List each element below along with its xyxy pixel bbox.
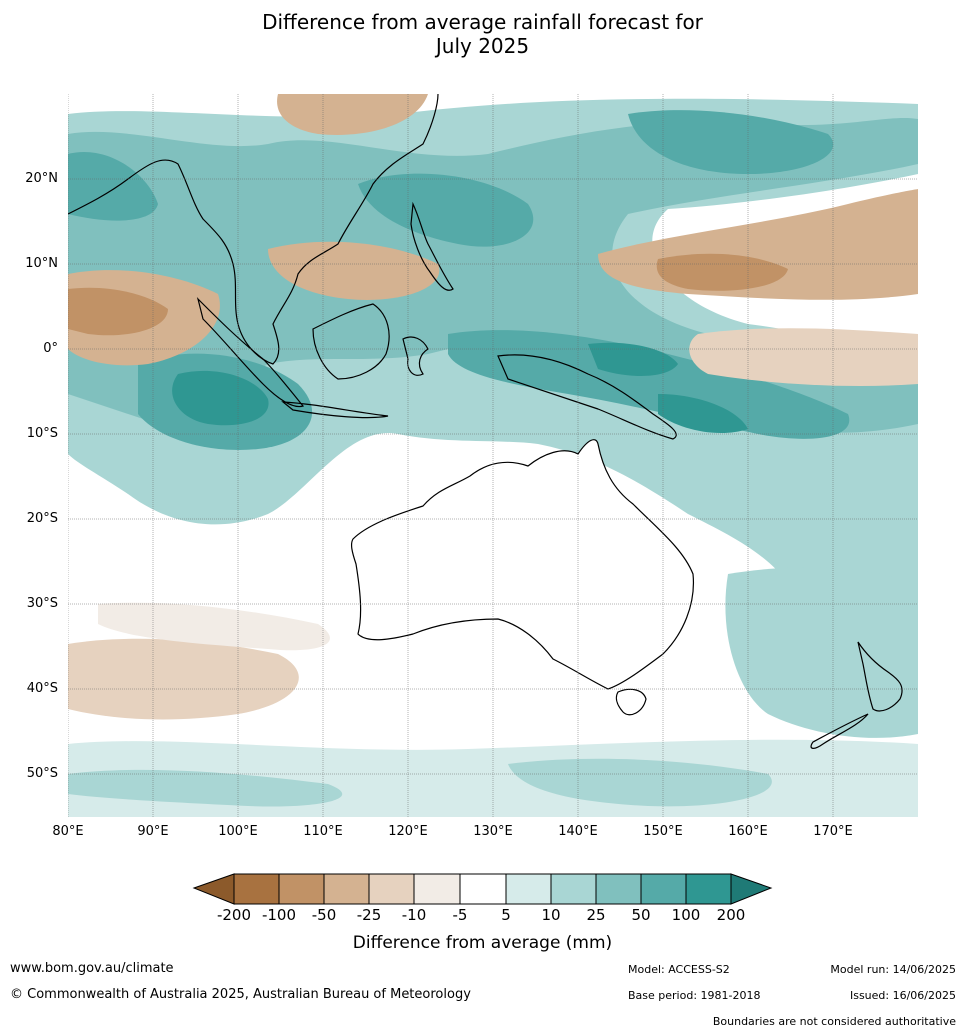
- lat-label-10s: 10°S: [26, 426, 58, 441]
- tasmania: [615, 688, 647, 716]
- colorbar-tick-m25: -25: [356, 906, 382, 924]
- colorbar-bin-p10-p25: [550, 873, 597, 905]
- new-guinea: [497, 354, 677, 440]
- lat-label-40s: 40°S: [26, 681, 58, 696]
- colorbar-tick-p25: 25: [586, 906, 606, 924]
- model-run-text: Model run: 14/06/2025: [830, 963, 956, 976]
- colorbar-bin-p50-p100: [640, 873, 687, 905]
- philippines: [410, 201, 454, 291]
- wet-patch-bay-of-bengal: [68, 152, 158, 221]
- title-line-1: Difference from average rainfall forecas…: [262, 10, 703, 34]
- rainfall-map: [68, 94, 918, 817]
- boundaries-disclaimer: Boundaries are not considered authoritat…: [712, 1015, 956, 1028]
- wet-patch-maritime: [448, 330, 850, 439]
- colorbar-tick-p5: 5: [501, 906, 511, 924]
- lon-label-110e: 110°E: [303, 824, 343, 839]
- title-line-2: July 2025: [435, 34, 530, 58]
- colorbar-bin-m25-m10: [368, 873, 415, 905]
- lon-label-170e: 170°E: [813, 824, 853, 839]
- colorbar-bin-m200-m100: [233, 873, 280, 905]
- lon-label-120e: 120°E: [388, 824, 428, 839]
- colorbar-bin-m100-m50: [278, 873, 325, 905]
- colorbar-label: Difference from average (mm): [352, 933, 613, 953]
- copyright-text: © Commonwealth of Australia 2025, Austra…: [10, 987, 471, 1002]
- colorbar-tick-p200: 200: [716, 906, 746, 924]
- dry-patch-indian-ocean-core: [68, 287, 168, 336]
- lat-label-20n: 20°N: [25, 171, 58, 186]
- lon-label-160e: 160°E: [728, 824, 768, 839]
- colorbar: [190, 872, 775, 912]
- colorbar-tick-p100: 100: [671, 906, 701, 924]
- colorbar-extend-high: [730, 873, 773, 905]
- new-zealand-north: [857, 641, 903, 712]
- colorbar-tick-p10: 10: [541, 906, 561, 924]
- lon-label-80e: 80°E: [52, 824, 84, 839]
- dry-patch-philippine-sea: [268, 241, 440, 300]
- lon-label-140e: 140°E: [558, 824, 598, 839]
- lat-label-50s: 50°S: [26, 766, 58, 781]
- colorbar-bin-m50-m25: [323, 873, 370, 905]
- sulawesi: [402, 336, 429, 376]
- colorbar-tick-m100: -100: [261, 906, 297, 924]
- colorbar-extend-low: [192, 873, 235, 905]
- issued-text: Issued: 16/06/2025: [849, 989, 956, 1002]
- colorbar-tick-p50: 50: [631, 906, 651, 924]
- colorbar-svg: [192, 873, 773, 905]
- wet-patch-indian-ocean-core: [172, 370, 269, 426]
- dry-patch-southern-indian-light: [98, 602, 330, 651]
- colorbar-bin-m5-p5: [459, 873, 507, 905]
- colorbar-tick-m10: -10: [401, 906, 427, 924]
- lon-label-130e: 130°E: [473, 824, 513, 839]
- wet-patch-north-pacific: [628, 110, 834, 174]
- lat-label-0: 0°: [43, 341, 58, 356]
- wet-patch-south-china-sea: [358, 173, 534, 247]
- wet-area-southern-ocean-2: [68, 758, 772, 807]
- lon-label-100e: 100°E: [218, 824, 258, 839]
- dry-patch-southern-indian: [68, 638, 299, 720]
- lon-label-150e: 150°E: [643, 824, 683, 839]
- borneo: [312, 303, 390, 380]
- lat-label-20s: 20°S: [26, 511, 58, 526]
- map-title: Difference from average rainfall forecas…: [0, 10, 965, 58]
- asia-coastline: [68, 94, 439, 365]
- model-text: Model: ACCESS-S2: [628, 963, 730, 976]
- wet-patch-png: [588, 342, 748, 434]
- java: [281, 401, 389, 419]
- colorbar-bin-m10-m5: [413, 873, 461, 905]
- colorbar-tick-m5: -5: [452, 906, 468, 924]
- website-link[interactable]: www.bom.gov.au/climate: [10, 961, 174, 976]
- dry-patch-equatorial-pacific: [689, 328, 918, 386]
- dry-patch-china: [277, 94, 428, 135]
- map-canvas: [68, 94, 918, 817]
- australia-landmass: [350, 439, 695, 690]
- lat-label-30s: 30°S: [26, 596, 58, 611]
- colorbar-tick-m50: -50: [311, 906, 337, 924]
- sumatra: [196, 297, 305, 408]
- lat-label-10n: 10°N: [25, 256, 58, 271]
- colorbar-tick-m200: -200: [216, 906, 252, 924]
- dry-patch-north-pacific-core: [656, 253, 788, 291]
- colorbar-bin-p5-p10: [505, 873, 552, 905]
- colorbar-bin-p100-p200: [685, 873, 732, 905]
- base-period-text: Base period: 1981-2018: [628, 989, 761, 1002]
- lon-label-90e: 90°E: [137, 824, 169, 839]
- new-zealand-south: [810, 713, 869, 749]
- colorbar-bin-p25-p50: [595, 873, 642, 905]
